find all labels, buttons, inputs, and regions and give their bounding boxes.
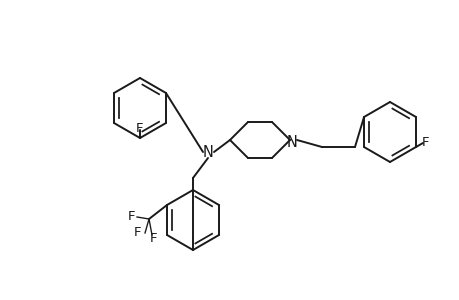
Text: N: N	[202, 145, 213, 160]
Text: N: N	[286, 134, 297, 149]
Text: F: F	[149, 232, 157, 245]
Text: F: F	[421, 136, 429, 148]
Text: F: F	[133, 226, 140, 239]
Text: F: F	[136, 122, 143, 134]
Text: F: F	[127, 211, 134, 224]
